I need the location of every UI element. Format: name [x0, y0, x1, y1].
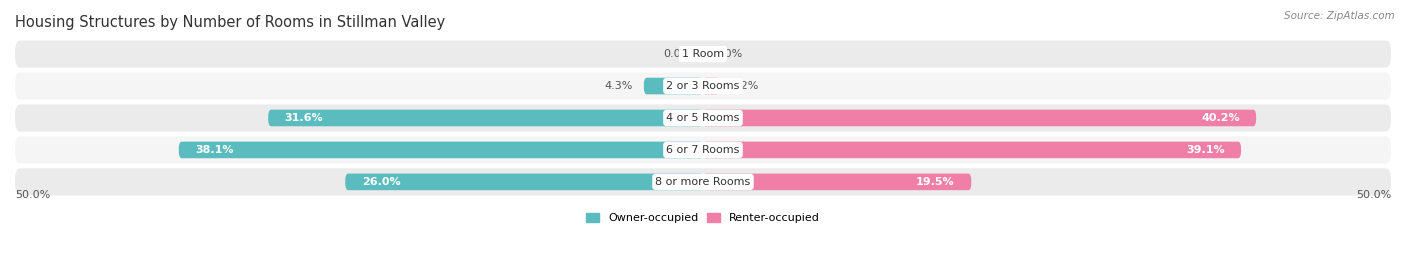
FancyBboxPatch shape	[179, 141, 703, 158]
Text: Source: ZipAtlas.com: Source: ZipAtlas.com	[1284, 11, 1395, 21]
FancyBboxPatch shape	[703, 110, 1256, 126]
FancyBboxPatch shape	[703, 174, 972, 190]
Text: 0.0%: 0.0%	[714, 49, 742, 59]
Text: 50.0%: 50.0%	[15, 190, 51, 200]
Text: 1.2%: 1.2%	[731, 81, 759, 91]
FancyBboxPatch shape	[703, 141, 1241, 158]
FancyBboxPatch shape	[703, 78, 720, 94]
Text: 4 or 5 Rooms: 4 or 5 Rooms	[666, 113, 740, 123]
Text: 40.2%: 40.2%	[1201, 113, 1240, 123]
FancyBboxPatch shape	[269, 110, 703, 126]
Text: 2 or 3 Rooms: 2 or 3 Rooms	[666, 81, 740, 91]
Text: 26.0%: 26.0%	[361, 177, 401, 187]
FancyBboxPatch shape	[15, 41, 1391, 68]
Text: 6 or 7 Rooms: 6 or 7 Rooms	[666, 145, 740, 155]
FancyBboxPatch shape	[644, 78, 703, 94]
FancyBboxPatch shape	[15, 72, 1391, 100]
FancyBboxPatch shape	[346, 174, 703, 190]
Text: 4.3%: 4.3%	[605, 81, 633, 91]
FancyBboxPatch shape	[15, 104, 1391, 132]
Text: 19.5%: 19.5%	[917, 177, 955, 187]
Text: Housing Structures by Number of Rooms in Stillman Valley: Housing Structures by Number of Rooms in…	[15, 15, 446, 30]
Text: 8 or more Rooms: 8 or more Rooms	[655, 177, 751, 187]
Text: 1 Room: 1 Room	[682, 49, 724, 59]
FancyBboxPatch shape	[15, 168, 1391, 196]
FancyBboxPatch shape	[15, 136, 1391, 164]
Text: 31.6%: 31.6%	[284, 113, 323, 123]
Text: 38.1%: 38.1%	[195, 145, 233, 155]
Legend: Owner-occupied, Renter-occupied: Owner-occupied, Renter-occupied	[581, 208, 825, 227]
Text: 50.0%: 50.0%	[1355, 190, 1391, 200]
Text: 0.0%: 0.0%	[664, 49, 692, 59]
Text: 39.1%: 39.1%	[1185, 145, 1225, 155]
